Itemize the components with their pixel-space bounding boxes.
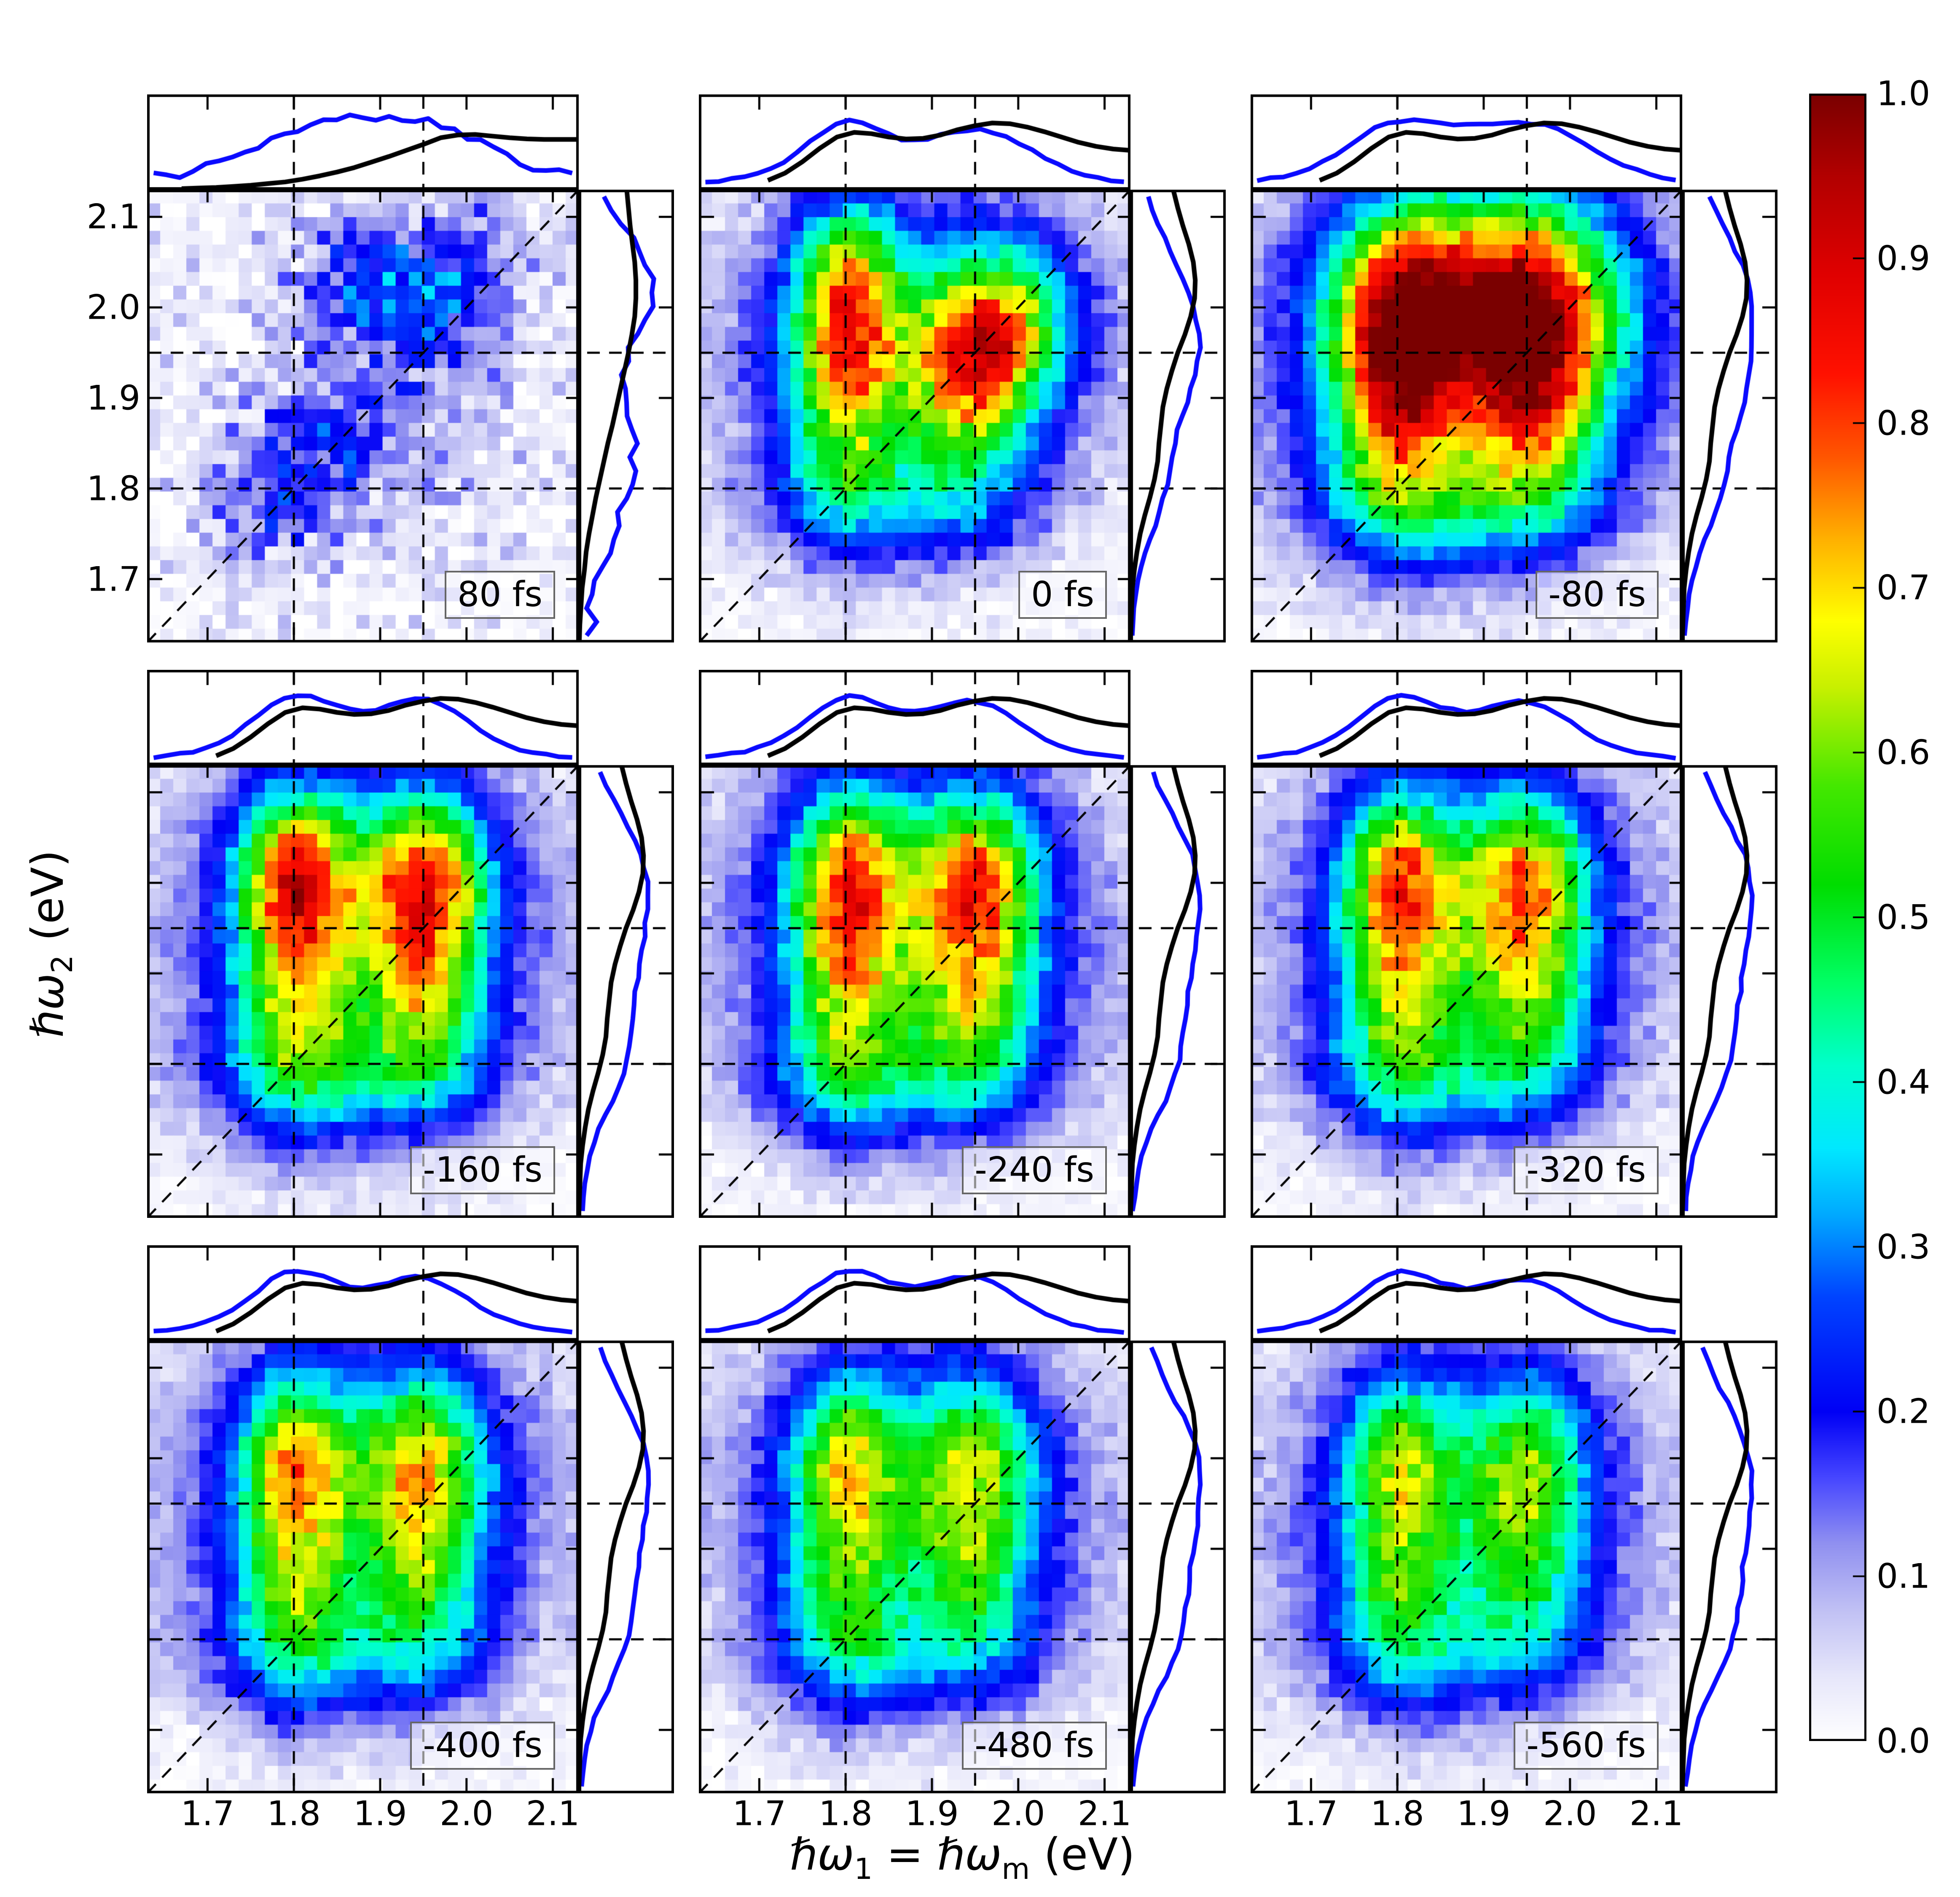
colorbar-tick-label: 0.8 [1877,403,1930,443]
x-tick-label: 1.9 [1457,1794,1511,1833]
delay-time-label: -480 fs [962,1721,1107,1770]
x-tick-label: 2.1 [1077,1794,1132,1833]
delay-time-label: 0 fs [1018,570,1107,619]
y-axis-unit: (eV) [22,849,74,955]
x-tick-label: 2.0 [1543,1794,1597,1833]
y-tick-label: 1.9 [86,378,140,418]
spectrum-panel-neg400fs: -400 fs [147,1245,674,1793]
heatmap-canvas [147,1245,674,1793]
delay-time-label: 80 fs [445,570,555,619]
delay-time-label: -320 fs [1514,1146,1659,1194]
delay-time-label: -560 fs [1514,1721,1659,1770]
y-tick-label: 1.8 [86,469,140,508]
colorbar-tick-label: 1.0 [1877,74,1930,113]
y-axis-title: ℏω2 (eV) [22,850,79,1038]
y-tick-label: 1.7 [86,559,140,599]
colorbar-tick-label: 0.1 [1877,1556,1930,1596]
x-tick-label: 1.7 [1284,1794,1338,1833]
y-axis-subscript: 2 [45,955,79,973]
colorbar-tick-label: 0.3 [1877,1227,1930,1267]
colorbar-tick-label: 0.7 [1877,568,1930,607]
x-tick-label: 1.8 [267,1794,321,1833]
y-tick-label: 2.1 [86,197,140,236]
x-tick-label: 1.9 [353,1794,407,1833]
heatmap-canvas [1251,670,1777,1218]
colorbar-tick-label: 0.4 [1877,1062,1930,1102]
x-tick-label: 1.7 [180,1794,234,1833]
heatmap-canvas [147,670,674,1218]
delay-time-label: -80 fs [1536,570,1659,619]
spectrum-panel-0fs: 0 fs [699,94,1226,642]
heatmap-canvas [699,94,1226,642]
colorbar-tick-label: 0.2 [1877,1392,1930,1431]
heatmap-canvas [699,670,1226,1218]
colorbar-tick-label: 0.0 [1877,1721,1930,1761]
heatmap-canvas [699,1245,1226,1793]
x-tick-label: 2.0 [440,1794,494,1833]
colorbar-tick-label: 0.5 [1877,897,1930,937]
colorbar-tick-label: 0.9 [1877,239,1930,278]
spectrum-panel-neg560fs: -560 fs [1251,1245,1777,1793]
x-tick-label: 1.8 [819,1794,873,1833]
x-axis-subscript-m: m [1001,1852,1030,1886]
heatmap-canvas [1251,94,1777,642]
x-axis-title: ℏω1 = ℏωm (eV) [789,1829,1135,1886]
spectrum-panel-neg80fs: -80 fs [1251,94,1777,642]
colorbar-tick-label: 0.6 [1877,733,1930,772]
x-tick-label: 2.1 [526,1794,580,1833]
x-axis-symbol-1: ℏω [789,1829,854,1880]
x-axis-subscript-1: 1 [854,1852,873,1886]
x-tick-label: 2.0 [991,1794,1045,1833]
x-tick-label: 1.8 [1370,1794,1424,1833]
heatmap-canvas [1251,1245,1777,1793]
y-axis-symbol: ℏω [22,973,74,1038]
x-tick-label: 1.9 [905,1794,959,1833]
spectrum-panel-neg320fs: -320 fs [1251,670,1777,1218]
y-tick-label: 2.0 [86,288,140,327]
x-tick-label: 2.1 [1629,1794,1683,1833]
spectrum-panel-neg480fs: -480 fs [699,1245,1226,1793]
delay-time-label: -240 fs [962,1146,1107,1194]
x-tick-label: 1.7 [732,1794,786,1833]
x-axis-unit: (eV) [1030,1829,1135,1880]
x-axis-symbol-m: = ℏω [873,1829,1002,1880]
colorbar-gradient [1809,94,1866,1741]
delay-time-label: -400 fs [410,1721,555,1770]
delay-time-label: -160 fs [410,1146,555,1194]
colorbar [1809,94,1866,1741]
heatmap-canvas [147,94,674,642]
spectrum-panel-neg160fs: -160 fs [147,670,674,1218]
spectrum-panel-neg240fs: -240 fs [699,670,1226,1218]
spectrum-panel-80fs: 80 fs [147,94,674,642]
